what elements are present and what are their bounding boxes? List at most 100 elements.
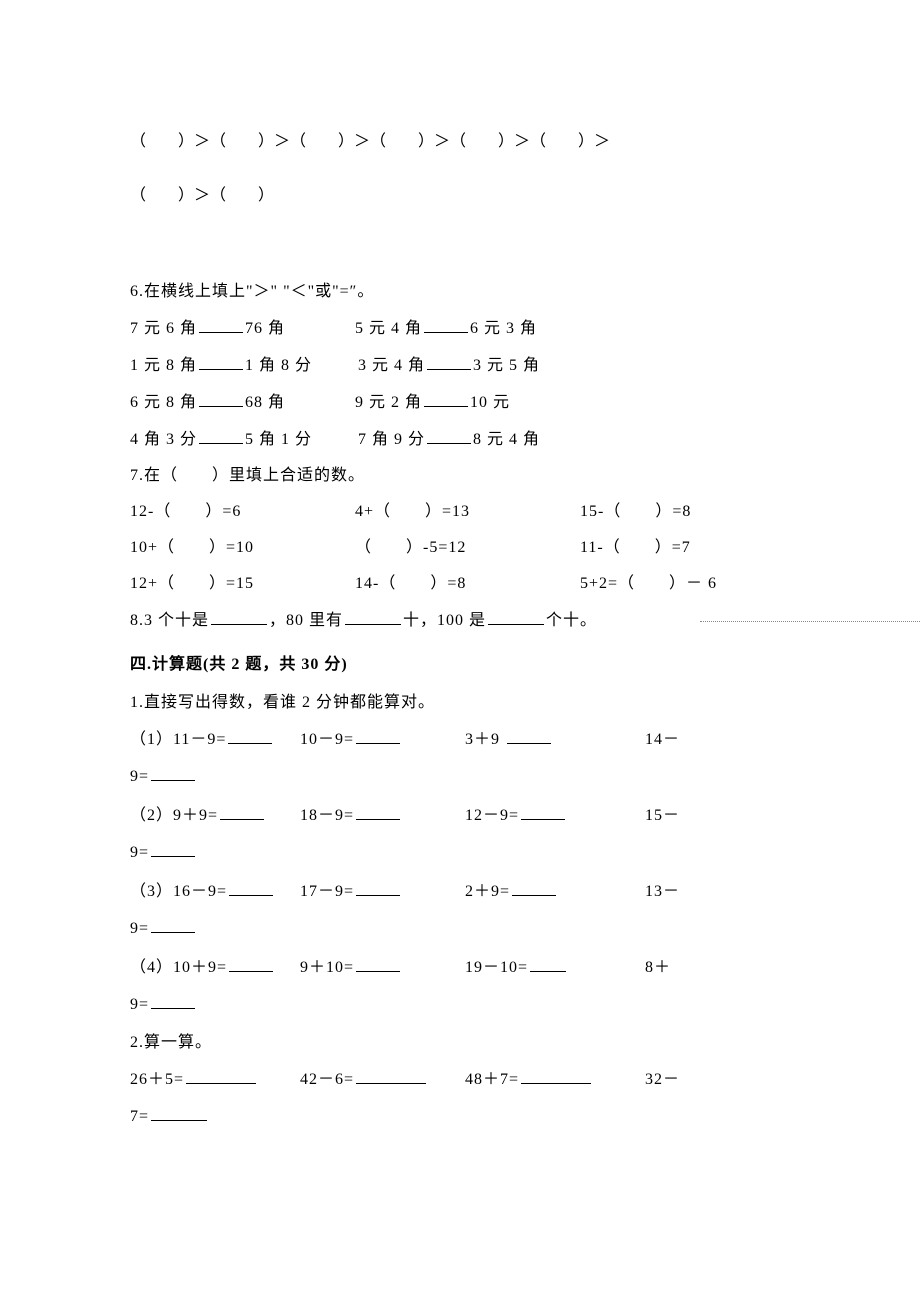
s4-r2c: 12－9=	[465, 807, 519, 824]
blank-input[interactable]	[199, 427, 243, 444]
s4-r1d: 14－	[645, 731, 680, 748]
s4-r3cont: 9=	[130, 920, 149, 937]
blank-input[interactable]	[229, 879, 273, 896]
q8-line: 8.3 个十是 ，80 里有 十，100 是 个十。	[130, 608, 790, 633]
q6-r2b-right: 3 元 5 角	[473, 357, 540, 374]
s4-r4cont: 9=	[130, 996, 149, 1013]
blank-input[interactable]	[151, 764, 195, 781]
q6-r4b-right: 8 元 4 角	[473, 431, 540, 448]
q5-chain-text-1: （ ）＞（ ）＞（ ）＞（ ）＞（ ）＞（ ）＞	[130, 133, 610, 150]
blank-input[interactable]	[186, 1067, 256, 1084]
q7-r3b: 14-（ ）=8	[355, 572, 575, 596]
s4-r2cont: 9=	[130, 844, 149, 861]
blank-input[interactable]	[356, 727, 400, 744]
s4-q1-row2: （2）9＋9= 18－9= 12－9= 15－	[130, 803, 790, 828]
q7-r2a: 10+（ ）=10	[130, 536, 350, 560]
blank-input[interactable]	[345, 608, 401, 625]
blank-input[interactable]	[424, 316, 468, 333]
q8-suf: 个十。	[546, 612, 597, 629]
q6-r3a-right: 68 角	[245, 394, 285, 411]
q8-mid2: 十，100 是	[403, 612, 486, 629]
s4-r1b: 10－9=	[300, 731, 354, 748]
s4-r1cont: 9=	[130, 768, 149, 785]
blank-input[interactable]	[521, 1067, 591, 1084]
s4-r3a: （3）16－9=	[130, 883, 227, 900]
s4-q1-row3-cont: 9=	[130, 916, 790, 941]
blank-input[interactable]	[356, 955, 400, 972]
q5-chain-line2: （ ）＞（ ）	[130, 184, 790, 208]
q6-r3b-left: 9 元 2 角	[355, 394, 422, 411]
s4-r4a: （4）10＋9=	[130, 959, 227, 976]
s4-q1-row4-cont: 9=	[130, 992, 790, 1017]
blank-input[interactable]	[151, 916, 195, 933]
blank-input[interactable]	[512, 879, 556, 896]
s4-r1a: （1）11－9=	[130, 731, 226, 748]
s4-q2a: 26＋5=	[130, 1071, 184, 1088]
spacer	[130, 238, 790, 268]
q6-row4: 4 角 3 分 5 角 1 分 7 角 9 分 8 元 4 角	[130, 427, 790, 452]
s4-q2c: 48＋7=	[465, 1071, 519, 1088]
q7-title: 7.在（ ）里填上合适的数。	[130, 464, 790, 488]
s4-q1-row1: （1）11－9= 10－9= 3＋9 14－	[130, 727, 790, 752]
q8-pre: 8.3 个十是	[130, 612, 209, 629]
q6-r3b-right: 10 元	[470, 394, 510, 411]
blank-input[interactable]	[151, 992, 195, 1009]
blank-input[interactable]	[229, 955, 273, 972]
q6-row3: 6 元 8 角 68 角 9 元 2 角 10 元	[130, 390, 790, 415]
q7-row2: 10+（ ）=10 （ ）-5=12 11-（ ）=7	[130, 536, 790, 560]
blank-input[interactable]	[530, 955, 566, 972]
s4-q2-title: 2.算一算。	[130, 1031, 790, 1055]
blank-input[interactable]	[356, 1067, 426, 1084]
blank-input[interactable]	[228, 727, 272, 744]
blank-input[interactable]	[220, 803, 264, 820]
s4-r2b: 18－9=	[300, 807, 354, 824]
blank-input[interactable]	[211, 608, 267, 625]
q7-r2c: 11-（ ）=7	[580, 536, 780, 560]
blank-input[interactable]	[199, 316, 243, 333]
s4-r3b: 17－9=	[300, 883, 354, 900]
q6-r4a-right: 5 角 1 分	[245, 431, 312, 448]
blank-input[interactable]	[199, 353, 243, 370]
s4-q1-row3: （3）16－9= 17－9= 2＋9= 13－	[130, 879, 790, 904]
s4-q2-row-cont: 7=	[130, 1104, 790, 1129]
s4-r4d: 8＋	[645, 959, 671, 976]
q7-r1a: 12-（ ）=6	[130, 500, 350, 524]
q8-mid1: ，80 里有	[269, 612, 343, 629]
q6-r4a-left: 4 角 3 分	[130, 431, 197, 448]
blank-input[interactable]	[151, 840, 195, 857]
q7-r1c: 15-（ ）=8	[580, 500, 780, 524]
s4-r4b: 9＋10=	[300, 959, 354, 976]
q6-r2b-left: 3 元 4 角	[358, 357, 425, 374]
q7-r3a: 12+（ ）=15	[130, 572, 350, 596]
s4-r2d: 15－	[645, 807, 680, 824]
q5-chain-text-2: （ ）＞（ ）	[130, 187, 274, 204]
s4-q2b: 42－6=	[300, 1071, 354, 1088]
q6-r1b-right: 6 元 3 角	[470, 320, 537, 337]
q6-r2a-left: 1 元 8 角	[130, 357, 197, 374]
s4-q1-title: 1.直接写出得数，看谁 2 分钟都能算对。	[130, 691, 790, 715]
s4-q1-row4: （4）10＋9= 9＋10= 19－10= 8＋	[130, 955, 790, 980]
q7-r3c: 5+2=（ ）－ 6	[580, 572, 780, 596]
s4-r2a: （2）9＋9=	[130, 807, 218, 824]
blank-input[interactable]	[356, 879, 400, 896]
blank-input[interactable]	[199, 390, 243, 407]
q7-r1b: 4+（ ）=13	[355, 500, 575, 524]
q6-r4b-left: 7 角 9 分	[358, 431, 425, 448]
s4-q1-row2-cont: 9=	[130, 840, 790, 865]
q5-chain-line1: （ ）＞（ ）＞（ ）＞（ ）＞（ ）＞（ ）＞	[130, 130, 790, 154]
page-container: （ ）＞（ ）＞（ ）＞（ ）＞（ ）＞（ ）＞ （ ）＞（ ） 6.在横线上填…	[0, 0, 920, 1243]
q6-row2: 1 元 8 角1 角 8 分 3 元 4 角3 元 5 角	[130, 353, 790, 378]
section4-heading: 四.计算题(共 2 题，共 30 分)	[130, 653, 790, 677]
s4-r3c: 2＋9=	[465, 883, 510, 900]
blank-input[interactable]	[488, 608, 544, 625]
q6-r3a-left: 6 元 8 角	[130, 394, 197, 411]
s4-q2-row: 26＋5= 42－6= 48＋7= 32－	[130, 1067, 790, 1092]
blank-input[interactable]	[427, 427, 471, 444]
blank-input[interactable]	[151, 1104, 207, 1121]
blank-input[interactable]	[356, 803, 400, 820]
q6-r1a-right: 76 角	[245, 320, 285, 337]
blank-input[interactable]	[424, 390, 468, 407]
blank-input[interactable]	[521, 803, 565, 820]
blank-input[interactable]	[427, 353, 471, 370]
blank-input[interactable]	[507, 727, 551, 744]
